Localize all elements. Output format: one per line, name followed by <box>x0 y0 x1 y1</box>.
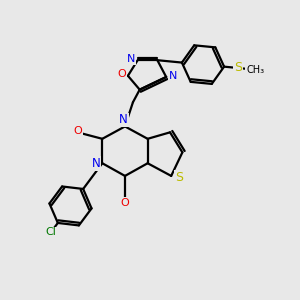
Text: O: O <box>121 198 129 208</box>
Text: O: O <box>117 69 126 79</box>
Text: N: N <box>127 54 135 64</box>
Text: O: O <box>73 126 82 136</box>
Text: Cl: Cl <box>45 227 56 237</box>
Text: N: N <box>92 157 100 170</box>
Text: S: S <box>176 171 183 184</box>
Text: N: N <box>169 70 177 80</box>
Text: S: S <box>234 61 242 74</box>
Text: N: N <box>119 113 128 127</box>
Text: CH₃: CH₃ <box>246 65 264 75</box>
